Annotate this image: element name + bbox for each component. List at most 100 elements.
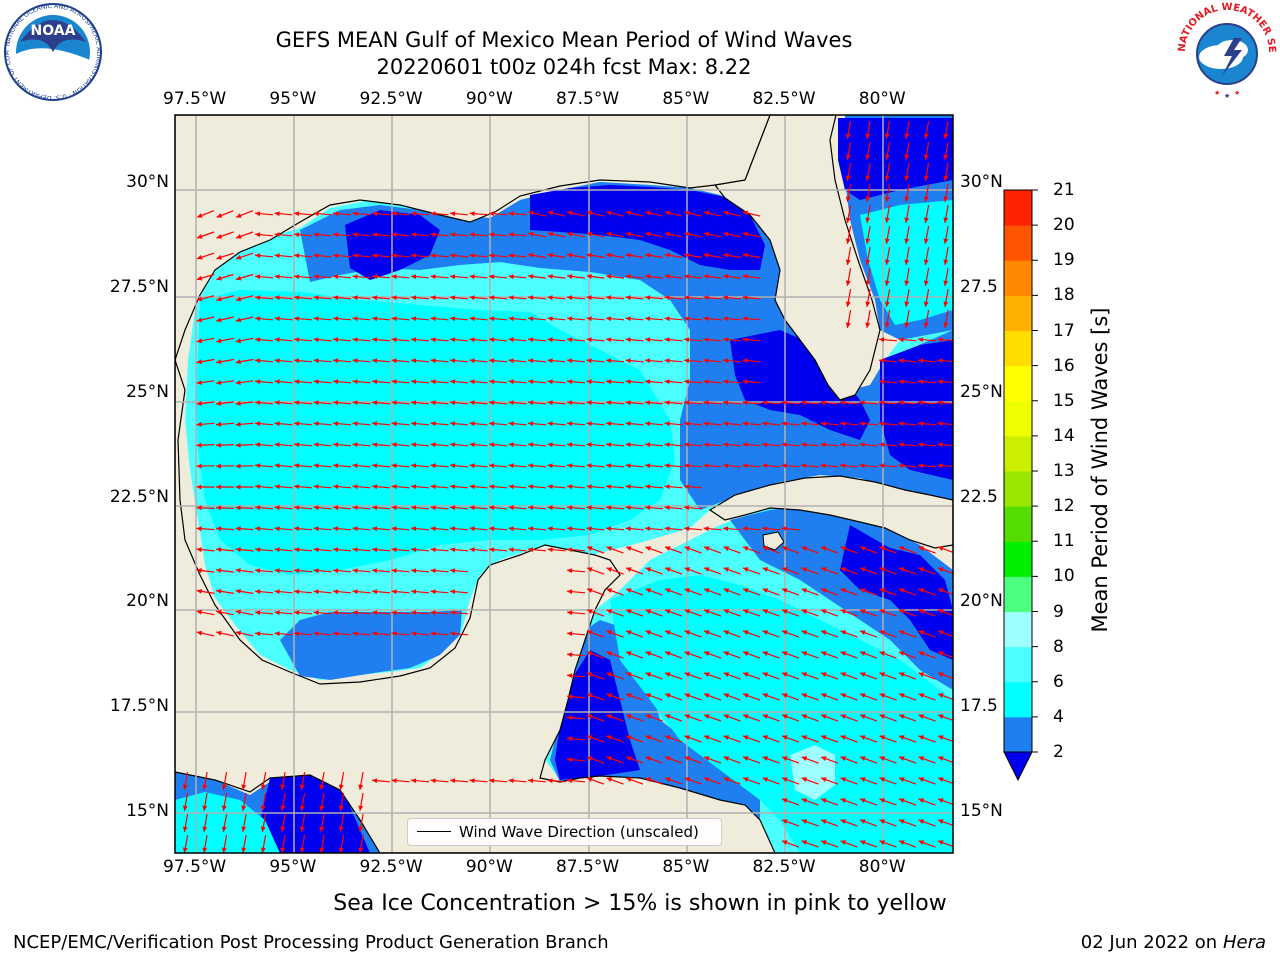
- wind-wave-arrow: [923, 225, 930, 245]
- wind-wave-arrow: [235, 273, 254, 281]
- lon-tick-label: 82.5°W: [752, 89, 816, 109]
- wind-wave-arrow: [644, 442, 664, 448]
- wind-wave-arrow: [664, 463, 683, 469]
- wind-wave-arrow: [235, 588, 254, 594]
- wind-wave-arrow: [547, 547, 566, 553]
- wind-wave-arrow: [606, 735, 624, 743]
- wind-wave-arrow: [449, 358, 469, 364]
- wind-wave-arrow: [202, 813, 208, 833]
- wind-wave-arrow: [215, 547, 235, 553]
- wind-wave-arrow: [898, 358, 917, 364]
- wind-wave-arrow: [352, 526, 371, 532]
- wind-wave-arrow: [196, 380, 215, 385]
- wind-wave-arrow: [547, 526, 566, 532]
- wind-wave-arrow: [352, 610, 371, 616]
- colorbar-segment: [1004, 646, 1032, 683]
- wind-wave-arrow: [274, 463, 293, 469]
- wind-wave-arrow: [215, 484, 235, 490]
- wind-wave-arrow: [820, 819, 839, 827]
- wind-wave-arrow: [684, 231, 702, 238]
- wind-wave-arrow: [684, 609, 702, 617]
- wind-wave-arrow: [293, 484, 313, 490]
- wind-wave-arrow: [865, 120, 871, 140]
- wind-wave-arrow: [904, 183, 910, 203]
- wind-wave-arrow: [845, 183, 852, 203]
- wind-wave-arrow: [371, 337, 391, 343]
- wind-wave-arrow: [723, 630, 741, 638]
- wind-wave-arrow: [625, 693, 644, 701]
- wind-wave-arrow: [488, 463, 508, 469]
- wind-wave-arrow: [664, 609, 683, 617]
- wind-wave-arrow: [547, 295, 566, 301]
- wind-wave-arrow: [567, 252, 585, 259]
- wind-wave-arrow: [625, 379, 644, 385]
- wind-wave-arrow: [221, 834, 228, 853]
- wind-wave-arrow: [703, 609, 722, 617]
- wind-wave-arrow: [703, 735, 722, 743]
- wind-wave-arrow: [943, 204, 949, 224]
- wind-wave-arrow: [878, 358, 898, 364]
- wind-wave-arrow: [644, 358, 664, 364]
- wind-wave-arrow: [742, 231, 761, 238]
- wind-wave-arrow: [664, 505, 683, 511]
- wind-wave-arrow: [625, 484, 644, 490]
- wind-wave-arrow: [644, 400, 664, 406]
- wind-wave-arrow: [586, 714, 605, 722]
- wind-wave-arrow: [859, 609, 878, 617]
- wind-wave-arrow: [391, 484, 410, 490]
- wind-wave-arrow: [801, 672, 819, 680]
- wind-wave-arrow: [371, 316, 391, 322]
- wind-wave-arrow: [352, 421, 371, 427]
- wind-wave-arrow: [352, 400, 371, 406]
- wind-wave-arrow: [430, 211, 449, 217]
- wind-wave-arrow: [683, 526, 703, 532]
- wind-wave-arrow: [391, 421, 410, 427]
- wind-wave-arrow: [781, 442, 800, 448]
- wind-wave-arrow: [566, 379, 586, 385]
- wind-wave-arrow: [644, 484, 664, 490]
- wind-wave-arrow: [508, 358, 527, 364]
- wind-wave-arrow: [645, 274, 663, 279]
- wind-wave-arrow: [293, 610, 313, 616]
- wind-wave-arrow: [410, 463, 430, 469]
- wind-wave-arrow: [859, 463, 878, 469]
- wind-wave-arrow: [332, 421, 352, 427]
- wind-wave-arrow: [917, 358, 937, 364]
- lon-tick-label: 90°W: [465, 857, 513, 877]
- wind-wave-arrow: [684, 777, 702, 785]
- wind-wave-arrow: [410, 358, 430, 364]
- land-mexico: [175, 359, 776, 853]
- wind-wave-arrow: [293, 442, 313, 448]
- wind-wave-arrow: [586, 358, 605, 364]
- wind-wave-arrow: [216, 358, 234, 365]
- wind-wave-arrow: [898, 798, 917, 806]
- wind-wave-arrow: [260, 834, 267, 853]
- wind-wave-arrow: [943, 288, 949, 308]
- wind-wave-arrow: [410, 484, 430, 490]
- wind-wave-arrow: [840, 756, 858, 764]
- wind-wave-arrow: [644, 421, 664, 427]
- wind-wave-arrow: [723, 693, 741, 701]
- wind-wave-arrow: [625, 567, 644, 575]
- wind-wave-arrow: [586, 630, 605, 638]
- wind-wave-arrow: [293, 379, 313, 385]
- wind-wave-arrow: [371, 358, 391, 364]
- wind-wave-arrow: [898, 672, 917, 680]
- svg-text:★: ★: [1234, 89, 1240, 97]
- colorbar-level-label: 8: [1053, 636, 1064, 657]
- wind-wave-arrow: [319, 813, 325, 833]
- wind-wave-arrow: [469, 526, 488, 532]
- lon-tick-label: 92.5°W: [359, 89, 423, 109]
- wind-wave-arrow: [918, 546, 936, 554]
- wind-wave-arrow: [904, 309, 910, 329]
- wind-wave-arrow: [742, 442, 761, 448]
- wind-wave-arrow: [879, 798, 897, 806]
- wind-wave-arrow: [840, 672, 858, 680]
- wind-wave-arrow: [898, 756, 917, 764]
- wind-wave-arrow: [664, 484, 683, 490]
- wind-wave-arrow: [820, 756, 839, 764]
- lat-tick-label: 20°N: [126, 591, 169, 612]
- wind-wave-arrow: [449, 568, 469, 574]
- wind-wave-arrow: [313, 442, 332, 448]
- wind-wave-arrow: [488, 421, 508, 427]
